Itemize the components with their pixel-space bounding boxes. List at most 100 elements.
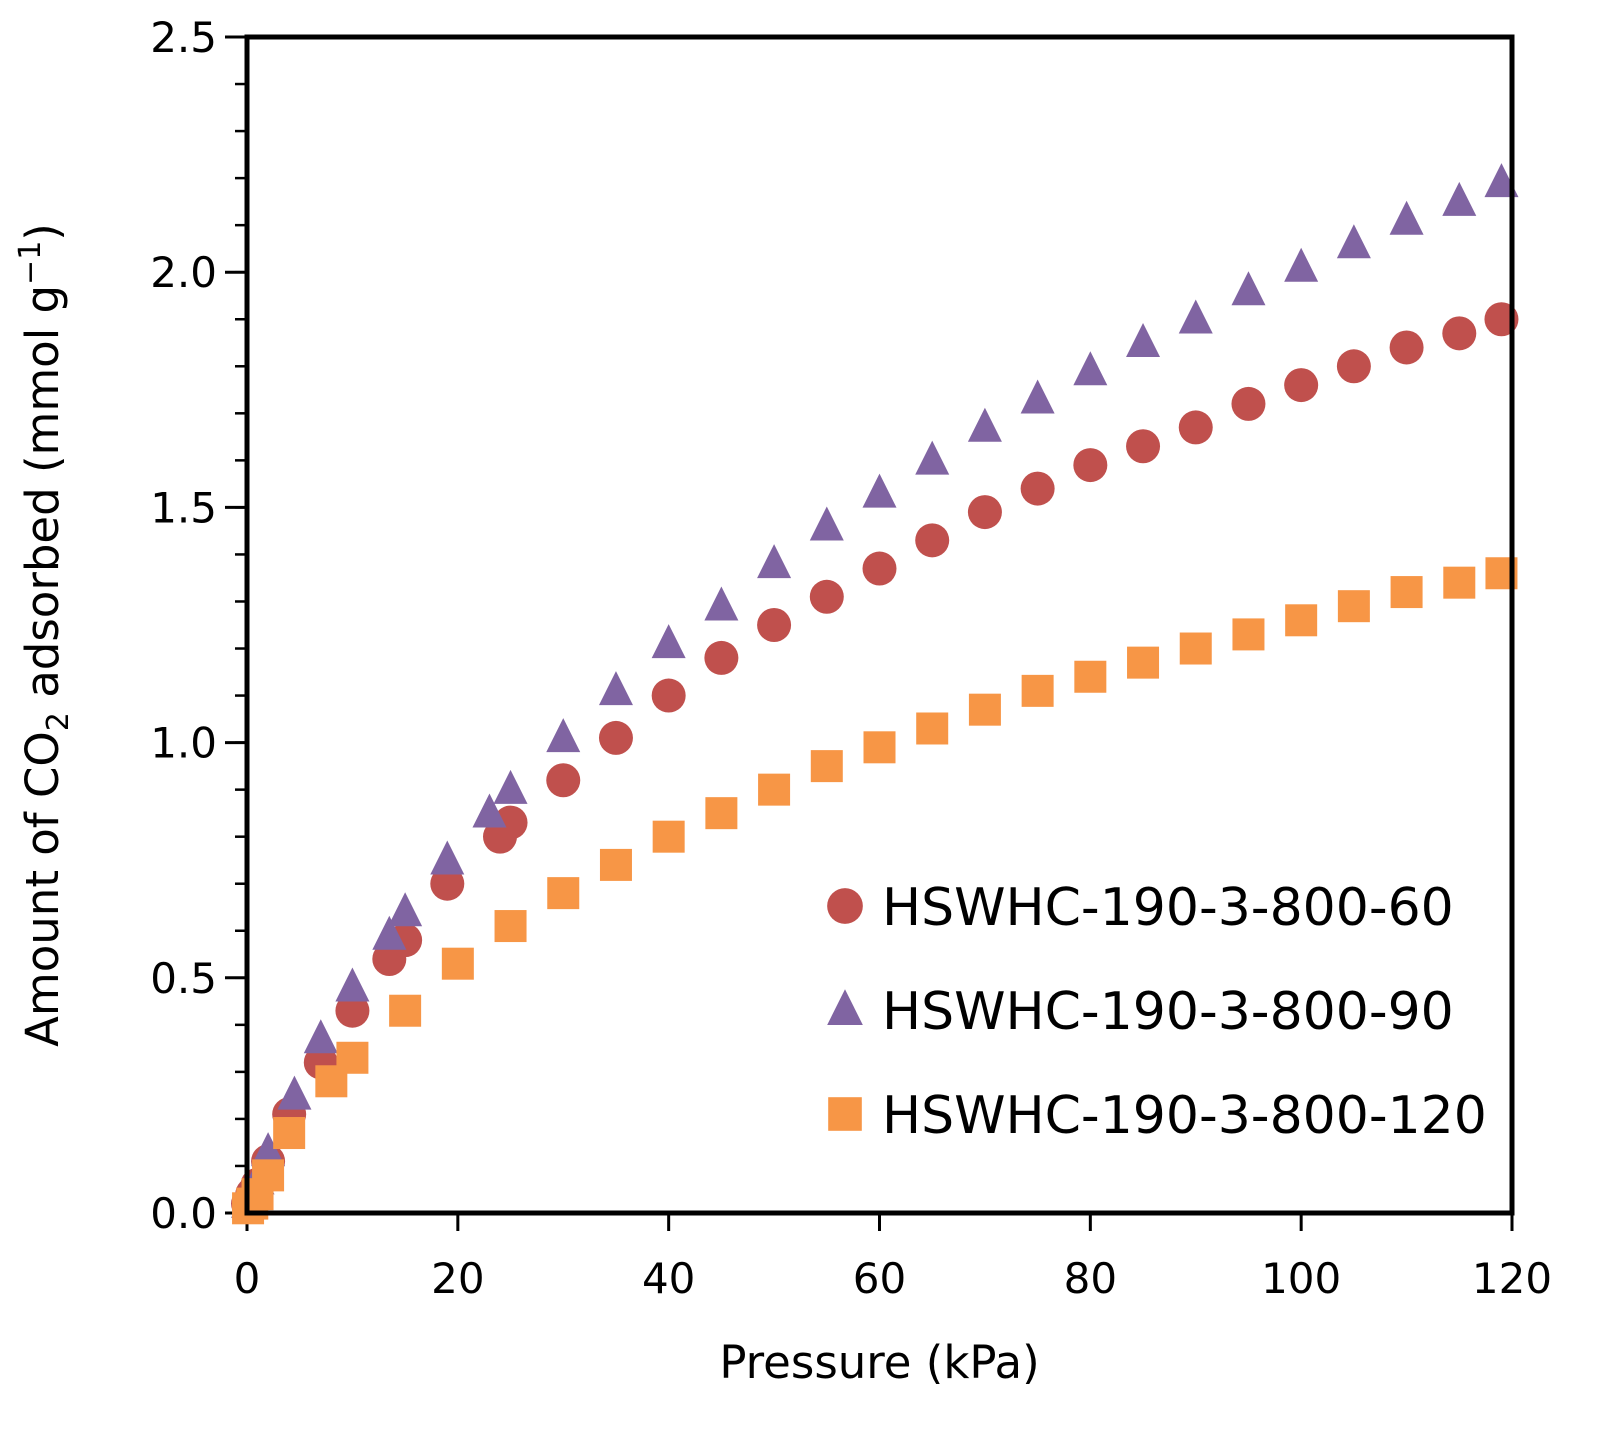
y-axis-label: Amount of CO2 adsorbed (mmol g−1): [13, 223, 76, 1047]
y-tick-label: 2.0: [150, 248, 217, 297]
data-point: [1073, 351, 1108, 386]
data-point: [915, 440, 950, 475]
data-point: [1073, 448, 1108, 483]
data-point: [809, 506, 844, 541]
data-point: [1178, 410, 1213, 445]
data-point: [430, 840, 465, 875]
data-point: [430, 866, 465, 901]
legend-label: HSWHC-190-3-800-120: [882, 1086, 1487, 1146]
data-point: [1021, 674, 1054, 707]
series-2: [231, 163, 1519, 1218]
data-point: [810, 750, 843, 783]
y-axis-label-subscript: 2: [41, 712, 76, 731]
data-point: [493, 805, 528, 840]
data-point: [389, 994, 422, 1027]
data-point: [546, 718, 581, 753]
data-point: [1231, 271, 1266, 306]
y-axis-label-superscript: −1: [13, 241, 48, 285]
data-point: [651, 678, 686, 713]
data-point: [1020, 471, 1055, 506]
data-point: [1020, 379, 1055, 414]
legend: HSWHC-190-3-800-60 HSWHC-190-3-800-90 HSWH…: [827, 878, 1487, 1146]
data-point: [1178, 299, 1213, 334]
data-point: [1127, 646, 1160, 679]
data-point: [1337, 590, 1370, 623]
data-point: [494, 910, 527, 943]
tick-labels: 0.0 0.5 1.0 1.5 2.0 2.5 0 20 40 60 80 100 120: [150, 13, 1552, 1303]
y-tick-label: 1.0: [150, 719, 217, 768]
data-point: [598, 671, 633, 706]
data-point: [1284, 247, 1319, 282]
x-tick-label: 40: [642, 1254, 695, 1303]
data-point: [651, 624, 686, 659]
data-point: [303, 1019, 338, 1054]
data-point: [758, 773, 791, 806]
data-point: [1443, 566, 1476, 599]
x-tick-label: 0: [234, 1254, 261, 1303]
data-point: [1390, 576, 1423, 609]
legend-label: HSWHC-190-3-800-90: [882, 982, 1454, 1042]
legend-label: HSWHC-190-3-800-60: [882, 878, 1454, 938]
y-axis-label-part: Amount of CO: [16, 731, 69, 1047]
data-point: [1336, 224, 1371, 259]
data-point: [388, 892, 423, 927]
data-point: [1284, 368, 1319, 403]
data-point: [1179, 632, 1212, 665]
x-tick-label: 100: [1261, 1254, 1341, 1303]
data-points: [231, 163, 1519, 1225]
data-point: [1336, 349, 1371, 384]
data-point: [1389, 200, 1424, 235]
x-tick-label: 80: [1064, 1254, 1117, 1303]
data-point: [547, 877, 580, 910]
data-point: [599, 848, 632, 881]
data-point: [252, 1159, 285, 1192]
data-point: [251, 1132, 286, 1167]
data-point: [704, 586, 739, 621]
data-point: [967, 495, 1002, 530]
data-point: [273, 1117, 306, 1150]
data-point: [1285, 604, 1318, 637]
data-point: [1126, 323, 1161, 358]
y-tick-label: 2.5: [150, 13, 217, 62]
major-ticks: [225, 35, 1514, 1231]
data-point: [372, 915, 407, 950]
data-point: [546, 763, 581, 798]
data-point: [336, 1041, 369, 1074]
data-point: [277, 1075, 312, 1110]
legend-marker: [827, 888, 863, 924]
y-tick-label: 0.5: [150, 954, 217, 1003]
data-point: [441, 947, 474, 980]
legend-marker: [828, 1097, 862, 1131]
data-point: [652, 820, 685, 853]
data-point: [862, 473, 897, 508]
data-point: [916, 712, 949, 745]
x-tick-label: 20: [431, 1254, 484, 1303]
data-point: [1389, 330, 1424, 365]
data-point: [757, 608, 792, 642]
data-point: [915, 523, 950, 558]
data-point: [1126, 429, 1161, 464]
data-point: [493, 769, 528, 804]
y-tick-label: 1.5: [150, 483, 217, 532]
plot-frame: [244, 34, 1515, 1216]
data-point: [757, 544, 792, 579]
data-point: [705, 797, 738, 830]
data-point: [862, 551, 897, 586]
data-point: [1232, 618, 1265, 651]
data-point: [598, 720, 633, 755]
data-point: [968, 693, 1001, 726]
data-point: [809, 579, 844, 614]
data-point: [704, 640, 739, 675]
x-tick-label: 60: [853, 1254, 906, 1303]
x-axis-label: Pressure (kPa): [719, 1336, 1039, 1389]
x-tick-label: 120: [1472, 1254, 1552, 1303]
data-point: [472, 793, 507, 828]
data-point: [335, 993, 370, 1028]
data-point: [863, 731, 896, 764]
y-axis-label-part: ): [16, 223, 69, 241]
data-point: [1074, 660, 1107, 693]
data-point: [1231, 386, 1266, 421]
data-point: [1442, 316, 1477, 351]
